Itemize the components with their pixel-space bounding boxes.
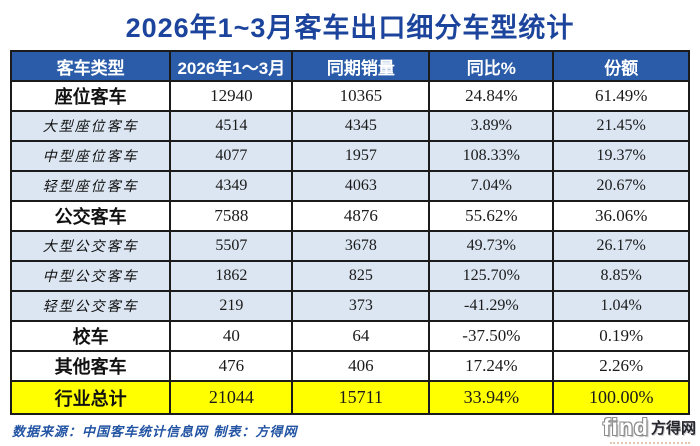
table-row-sub: 大型座位客车 4514 4345 3.89% 21.45% [9,110,690,142]
page-title: 2026年1~3月客车出口细分车型统计 [125,13,575,43]
row-value: 125.70% [428,260,555,292]
column-header: 同比% [428,50,555,82]
row-value: 20.67% [552,170,690,202]
row-value: 219 [169,290,294,322]
table-row-sub: 中型座位客车 4077 1957 108.33% 19.37% [9,140,690,172]
column-header: 2026年1～3月 [169,50,294,82]
row-value: 33.94% [428,380,555,415]
row-label: 轻型公交客车 [9,290,172,322]
site-logo: find 方得网 [603,414,696,441]
logo-url-dots-decoration [610,441,690,444]
table-row-main: 其他客车 476 406 17.24% 2.26% [9,350,690,382]
row-value: 4514 [169,110,294,142]
row-label: 公交客车 [9,200,172,232]
table-header-row: 客车类型 2026年1～3月 同期销量 同比% 份额 [9,50,690,82]
row-value: 4876 [291,200,431,232]
row-value: 49.73% [428,230,555,262]
table-row-main: 公交客车 7588 4876 55.62% 36.06% [9,200,690,232]
table-row-sub: 轻型公交客车 219 373 -41.29% 1.04% [9,290,690,322]
row-value: 64 [291,320,431,352]
row-label: 行业总计 [9,380,172,415]
row-value: 3678 [291,230,431,262]
find-logo-text: find [602,414,649,440]
row-value: 40 [169,320,294,352]
row-value: -41.29% [428,290,555,322]
row-value: 2.26% [552,350,690,382]
table-row-main: 校车 40 64 -37.50% 0.19% [9,320,690,352]
row-value: -37.50% [428,320,555,352]
row-value: 24.84% [428,80,555,112]
site-name-text: 方得网 [650,420,696,437]
row-value: 0.19% [552,320,690,352]
row-value: 21044 [169,380,294,415]
table-row-sub: 轻型座位客车 4349 4063 7.04% 20.67% [9,170,690,202]
row-label: 中型座位客车 [9,140,172,172]
row-value: 4063 [291,170,431,202]
row-value: 100.00% [552,380,690,415]
row-label: 大型公交客车 [9,230,172,262]
row-value: 1.04% [552,290,690,322]
table-row-sub: 大型公交客车 5507 3678 49.73% 26.17% [9,230,690,262]
row-value: 373 [291,290,431,322]
row-value: 406 [291,350,431,382]
row-value: 8.85% [552,260,690,292]
row-value: 1957 [291,140,431,172]
column-header: 客车类型 [9,50,172,82]
statistics-table: 客车类型 2026年1～3月 同期销量 同比% 份额 座位客车 12940 10365 24.… [9,50,690,415]
statistics-table-wrap: 客车类型 2026年1～3月 同期销量 同比% 份额 座位客车 12940 10365 24.… [9,50,690,415]
row-value: 10365 [291,80,431,112]
row-value: 5507 [169,230,294,262]
row-value: 19.37% [552,140,690,172]
table-row-main: 座位客车 12940 10365 24.84% 61.49% [9,80,690,112]
row-value: 476 [169,350,294,382]
row-value: 26.17% [552,230,690,262]
row-value: 12940 [169,80,294,112]
table-row-total: 行业总计 21044 15711 33.94% 100.00% [9,380,690,415]
row-value: 4077 [169,140,294,172]
row-label: 大型座位客车 [9,110,172,142]
table-row-sub: 中型公交客车 1862 825 125.70% 8.85% [9,260,690,292]
row-label: 校车 [9,320,172,352]
data-source-note: 数据来源：中国客车统计信息网 制表：方得网 [12,425,298,440]
column-header: 份额 [552,50,690,82]
row-value: 3.89% [428,110,555,142]
row-label: 其他客车 [9,350,172,382]
row-value: 1862 [169,260,294,292]
row-label: 轻型座位客车 [9,170,172,202]
row-label: 座位客车 [9,80,172,112]
row-label: 中型公交客车 [9,260,172,292]
row-value: 7.04% [428,170,555,202]
row-value: 55.62% [428,200,555,232]
row-value: 17.24% [428,350,555,382]
row-value: 21.45% [552,110,690,142]
row-value: 108.33% [428,140,555,172]
row-value: 4345 [291,110,431,142]
column-header: 同期销量 [291,50,431,82]
row-value: 7588 [169,200,294,232]
table-body: 座位客车 12940 10365 24.84% 61.49% 大型座位客车 4514 4345… [9,80,690,415]
row-value: 61.49% [552,80,690,112]
row-value: 825 [291,260,431,292]
row-value: 36.06% [552,200,690,232]
row-value: 15711 [291,380,431,415]
row-value: 4349 [169,170,294,202]
